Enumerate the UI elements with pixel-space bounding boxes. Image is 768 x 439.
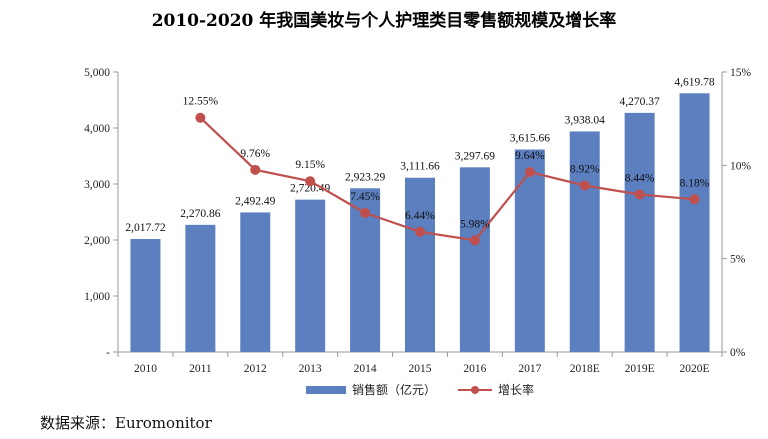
growth-data-label: 8.44% [625, 172, 655, 184]
bar [569, 131, 600, 352]
growth-data-label: 5.98% [460, 218, 490, 230]
bar [459, 167, 490, 352]
x-tick-label: 2019E [625, 363, 655, 375]
bar [185, 224, 216, 352]
growth-data-label: 9.15% [295, 159, 325, 171]
left-tick-label: 1,000 [84, 291, 110, 303]
growth-data-label: 12.55% [183, 96, 219, 108]
bar-data-label: 2,270.86 [180, 208, 221, 220]
x-tick-label: 2020E [680, 363, 710, 375]
growth-point [195, 112, 206, 123]
line-data-labels: 12.55% 9.76% 9.15% 7.45% 6.44% 5.98% 9.64% 8.92… [183, 96, 710, 231]
right-tick-label: 0% [730, 347, 746, 359]
growth-line [199, 116, 695, 242]
x-tick-label: 2011 [189, 363, 212, 375]
growth-point [305, 176, 316, 187]
growth-data-label: 9.64% [515, 150, 545, 162]
legend: 销售额（亿元） 增长率 [306, 382, 534, 397]
left-y-axis: - 1,000 2,000 3,000 4,000 5,000 [84, 67, 119, 359]
legend-swatch-growth-marker [471, 386, 479, 394]
legend-swatch-sales [306, 386, 346, 394]
bar-data-label: 2,923.29 [345, 171, 386, 183]
bar-data-label: 3,111.66 [400, 161, 440, 173]
x-tick-label: 2015 [409, 363, 432, 375]
x-axis: 2010 2011 2012 2013 2014 2015 2016 2017 2018E 201… [117, 351, 723, 375]
x-tick-label: 2017 [518, 363, 541, 375]
growth-point [689, 194, 700, 205]
source-note: 数据来源：Euromonitor [40, 414, 213, 432]
bar [295, 199, 326, 352]
legend-label-sales: 销售额（亿元） [352, 382, 436, 397]
growth-data-label: 7.45% [350, 191, 380, 203]
growth-point [415, 226, 425, 237]
x-tick-label: 2014 [354, 363, 377, 375]
left-tick-label: 2,000 [84, 235, 110, 247]
bar-data-labels: 2,017.72 2,270.86 2,492.49 2,720.49 2,923.29… [125, 76, 715, 234]
growth-point [524, 167, 535, 178]
bar [405, 177, 435, 352]
left-tick-label: 5,000 [84, 67, 110, 79]
x-tick-label: 2018E [570, 363, 600, 375]
bar-data-label: 2,492.49 [235, 195, 276, 207]
x-tick-label: 2010 [134, 363, 157, 375]
bar-data-label: 4,270.37 [620, 96, 661, 108]
bar-data-label: 3,615.66 [510, 133, 551, 145]
left-tick-label: 4,000 [84, 123, 110, 135]
x-tick-label: 2016 [463, 363, 486, 375]
bar-data-label: 2,720.49 [290, 183, 331, 195]
legend-label-growth: 增长率 [498, 382, 534, 397]
left-tick-label: - [106, 347, 110, 359]
right-tick-label: 10% [730, 160, 752, 172]
growth-point [360, 207, 371, 218]
bar-series [130, 93, 710, 352]
left-tick-label: 3,000 [84, 179, 110, 191]
bar [679, 93, 710, 352]
growth-data-label: 9.76% [240, 148, 270, 160]
line-series [195, 112, 700, 246]
growth-point [579, 180, 590, 191]
x-tick-label: 2012 [244, 363, 267, 375]
growth-data-label: 8.18% [680, 177, 710, 189]
chart-title: 2010-2020 年我国美妆与个人护理类目零售额规模及增长率 [152, 10, 617, 31]
bar-data-label: 4,619.78 [674, 76, 715, 88]
bar [240, 212, 271, 352]
growth-point [469, 235, 480, 246]
x-tick-label: 2013 [299, 363, 322, 375]
bar [624, 112, 655, 352]
growth-point [250, 164, 261, 175]
bar-data-label: 2,017.72 [125, 222, 166, 234]
growth-data-label: 8.92% [570, 163, 600, 175]
right-y-axis: 0% 5% 10% 15% [721, 67, 752, 359]
right-tick-label: 5% [730, 254, 746, 266]
bar-data-label: 3,938.04 [565, 114, 606, 126]
right-tick-label: 15% [730, 67, 752, 79]
bar-data-label: 3,297.69 [455, 150, 496, 162]
bar [514, 149, 545, 352]
bar [130, 239, 161, 352]
growth-data-label: 6.44% [405, 210, 435, 222]
growth-point [634, 189, 645, 200]
